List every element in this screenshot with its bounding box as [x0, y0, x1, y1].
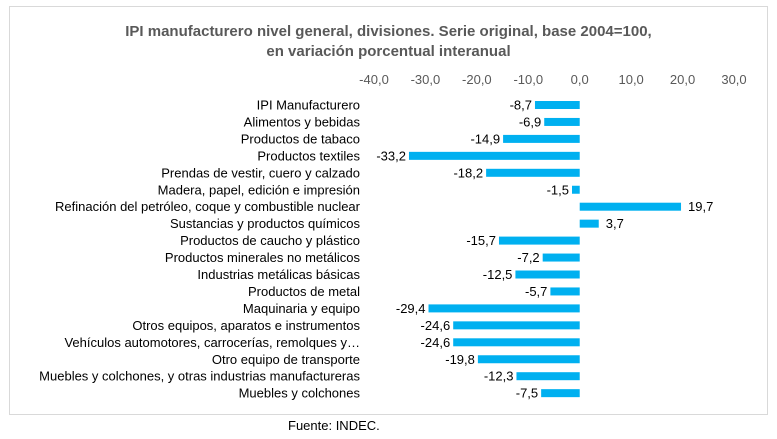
category-label: Sustancias y productos químicos [170, 216, 361, 231]
bar [453, 321, 580, 330]
bar [544, 117, 580, 126]
x-tick-label: -10,0 [513, 72, 543, 87]
data-label: -5,7 [525, 284, 547, 299]
category-label: Industrias metálicas básicas [197, 267, 360, 282]
x-tick-label: -20,0 [462, 72, 492, 87]
data-label: -29,4 [396, 301, 426, 316]
chart-title-line-1: IPI manufacturero nivel general, divisio… [125, 23, 652, 40]
x-tick-label: 20,0 [670, 72, 695, 87]
bar [579, 219, 599, 228]
data-label: -12,5 [483, 267, 513, 282]
bar [498, 236, 580, 245]
x-tick-label: 0,0 [571, 72, 589, 87]
data-label: -14,9 [470, 131, 500, 146]
category-label: Prendas de vestir, cuero y calzado [161, 165, 360, 180]
x-tick-label: -30,0 [411, 72, 441, 87]
category-label: Otros equipos, aparatos e instrumentos [132, 318, 360, 333]
category-label: Muebles y colchones [239, 386, 361, 401]
bar [516, 372, 580, 381]
bar [550, 287, 580, 296]
bar [579, 202, 682, 211]
chart-title-line-2: en variación porcentual interanual [266, 43, 511, 60]
bar [453, 338, 580, 347]
x-tick-label: 30,0 [721, 72, 746, 87]
category-label: Productos textiles [257, 148, 360, 163]
category-label: Refinación del petróleo, coque y combust… [55, 199, 361, 214]
data-label: -6,9 [519, 114, 541, 129]
data-label: -12,3 [484, 369, 514, 384]
category-label: Productos de tabaco [241, 131, 360, 146]
category-label: Productos de metal [248, 284, 360, 299]
category-label: Otro equipo de transporte [212, 352, 360, 367]
category-label: IPI Manufacturero [257, 98, 360, 113]
category-label: Vehículos automotores, carrocerías, remo… [64, 335, 360, 350]
data-label: -8,7 [510, 98, 532, 113]
data-label: -19,8 [445, 352, 475, 367]
bar [515, 270, 580, 279]
data-label: 19,7 [688, 199, 713, 214]
bar [486, 168, 580, 177]
data-label: -7,2 [517, 250, 539, 265]
chart-title: IPI manufacturero nivel general, divisio… [10, 22, 767, 62]
bar [408, 151, 580, 160]
bar [477, 355, 580, 364]
category-label: Alimentos y bebidas [244, 114, 361, 129]
x-tick-label: -40,0 [359, 72, 389, 87]
bar [503, 134, 580, 143]
data-label: -24,6 [421, 335, 451, 350]
data-label: 3,7 [606, 216, 624, 231]
data-label: -33,2 [376, 148, 406, 163]
data-label: -18,2 [453, 165, 483, 180]
bar [542, 253, 580, 262]
source-note: Fuente: INDEC. [288, 418, 380, 433]
category-label: Productos minerales no metálicos [165, 250, 361, 265]
data-label: -24,6 [421, 318, 451, 333]
data-label: -7,5 [516, 386, 538, 401]
x-tick-label: 10,0 [618, 72, 643, 87]
bar [428, 304, 580, 313]
category-label: Productos de caucho y plástico [180, 233, 360, 248]
bar [541, 389, 580, 398]
bar [572, 185, 580, 194]
category-label: Maquinaria y equipo [243, 301, 360, 316]
data-label: -15,7 [466, 233, 496, 248]
category-label: Muebles y colchones, y otras industrias … [39, 369, 360, 384]
data-label: -1,5 [547, 182, 569, 197]
bar [534, 101, 580, 109]
category-label: Madera, papel, edición e impresión [158, 182, 360, 197]
